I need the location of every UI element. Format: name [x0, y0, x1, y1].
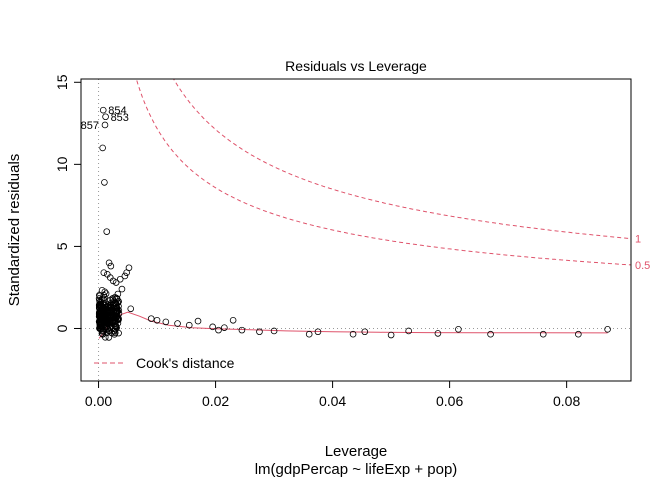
- data-point: [118, 285, 126, 293]
- y-axis-title: Standardized residuals: [6, 154, 23, 307]
- y-axis: 0 5 10 15: [54, 74, 82, 332]
- y-tick-label: 0: [54, 324, 70, 332]
- data-point: [405, 327, 412, 335]
- data-point: [112, 323, 120, 331]
- data-point: [98, 286, 106, 294]
- data-point: [121, 272, 129, 280]
- data-point: [101, 179, 108, 186]
- data-point: [103, 329, 111, 337]
- data-point: [174, 320, 181, 327]
- data-point: [123, 269, 130, 276]
- chart-title: Residuals vs Leverage: [285, 58, 427, 74]
- data-point: [112, 309, 120, 316]
- x-tick-label: 0.08: [553, 393, 580, 409]
- x-tick-label: 0.00: [85, 393, 112, 409]
- x-tick-label: 0.06: [436, 393, 463, 409]
- data-point: [604, 325, 611, 333]
- data-point: [361, 328, 369, 336]
- data-point: [102, 318, 109, 326]
- data-point: [106, 303, 114, 310]
- data-point: [111, 327, 118, 335]
- data-point: [99, 106, 107, 114]
- data-point: [221, 324, 228, 331]
- data-point: [112, 279, 120, 286]
- point-label-857: 857: [81, 120, 99, 132]
- data-points: [95, 106, 611, 341]
- data-point: [103, 228, 111, 235]
- data-point: [102, 313, 109, 321]
- model-formula-subtitle: lm(gdpPercap ~ lifeExp + pop): [255, 461, 458, 478]
- cook-contour-0.5: [135, 79, 631, 266]
- data-point: [539, 330, 547, 338]
- x-axis: 0.00 0.02 0.04 0.06 0.08: [85, 380, 580, 409]
- data-point: [229, 316, 237, 324]
- data-point: [455, 325, 462, 333]
- data-point: [97, 299, 105, 306]
- data-point: [102, 113, 109, 121]
- data-point: [115, 329, 122, 337]
- data-point: [194, 317, 202, 325]
- data-point: [238, 326, 246, 334]
- legend: Cook's distance: [94, 355, 235, 371]
- data-point: [100, 307, 108, 315]
- data-point: [305, 330, 313, 338]
- data-point: [100, 269, 108, 276]
- y-tick-label: 10: [54, 156, 70, 172]
- cook-contour-1: [172, 79, 631, 240]
- data-point: [116, 275, 124, 283]
- cook-contour-label: 0.5: [635, 260, 650, 272]
- data-point: [349, 330, 357, 338]
- data-point: [98, 295, 106, 303]
- data-point: [387, 331, 395, 339]
- data-point: [127, 305, 135, 313]
- data-point: [96, 292, 103, 300]
- data-point: [102, 290, 110, 297]
- data-point: [99, 144, 106, 152]
- x-tick-label: 0.04: [319, 393, 346, 409]
- data-point: [487, 330, 494, 338]
- legend-label: Cook's distance: [136, 355, 235, 371]
- point-label-853: 853: [111, 112, 129, 124]
- x-axis-title: Leverage: [325, 443, 388, 460]
- data-point: [153, 316, 161, 324]
- point-label-854: 854: [108, 105, 126, 117]
- data-point: [101, 334, 109, 341]
- cook-contour-label: 1: [635, 234, 641, 246]
- data-point: [270, 327, 278, 335]
- x-tick-label: 0.02: [202, 393, 229, 409]
- data-point: [147, 315, 155, 322]
- data-point: [108, 309, 116, 317]
- data-point: [162, 318, 170, 326]
- data-point: [101, 312, 109, 319]
- cook-contour-labels: 10.5: [635, 234, 650, 272]
- data-point: [215, 326, 222, 334]
- data-point: [107, 262, 115, 270]
- data-point: [111, 293, 119, 301]
- data-point: [114, 319, 122, 327]
- y-tick-label: 15: [54, 74, 70, 90]
- data-point: [105, 259, 113, 267]
- cooks-distance-contours: [135, 79, 631, 266]
- data-point: [185, 321, 193, 329]
- data-point: [101, 121, 109, 129]
- data-point: [256, 328, 263, 336]
- y-tick-label: 5: [54, 242, 70, 250]
- data-point: [575, 330, 582, 338]
- data-point: [209, 323, 216, 331]
- data-point: [434, 330, 442, 337]
- data-point: [314, 328, 322, 336]
